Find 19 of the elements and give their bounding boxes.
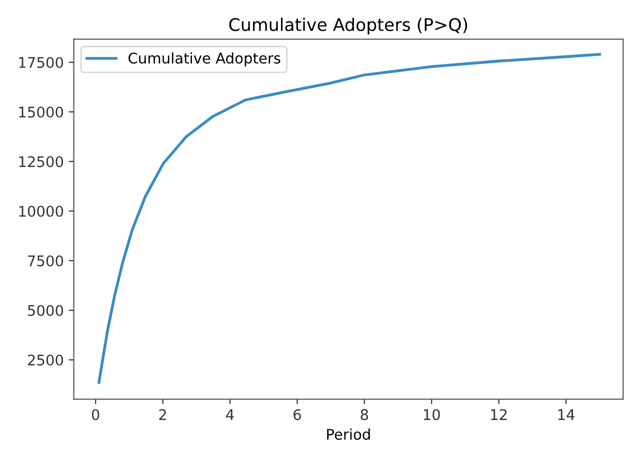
y-tick-label: 7500 — [28, 255, 64, 266]
x-tick-label: 2 — [159, 409, 166, 420]
x-tick-label: 10 — [424, 409, 440, 420]
legend-label: Cumulative Adopters — [128, 52, 280, 66]
y-tick-label: 15000 — [19, 106, 64, 118]
y-tick-label: 17500 — [19, 56, 64, 68]
x-tick-label: 4 — [226, 409, 234, 420]
y-tick-label: 2500 — [28, 354, 64, 366]
line-series — [98, 52, 601, 384]
chart-title: Cumulative Adopters (P>Q) — [229, 18, 468, 35]
x-tick-label: 14 — [558, 409, 574, 420]
x-tick-label: 12 — [491, 409, 507, 420]
x-tick-label: 6 — [294, 409, 301, 420]
x-axis-title: Period — [327, 428, 370, 440]
y-tick-label: 5000 — [28, 304, 64, 316]
x-tick-label: 0 — [92, 409, 100, 420]
x-tick-label: 8 — [360, 409, 368, 420]
y-tick-label: 10000 — [19, 206, 64, 217]
y-tick-label: 12500 — [19, 156, 64, 168]
